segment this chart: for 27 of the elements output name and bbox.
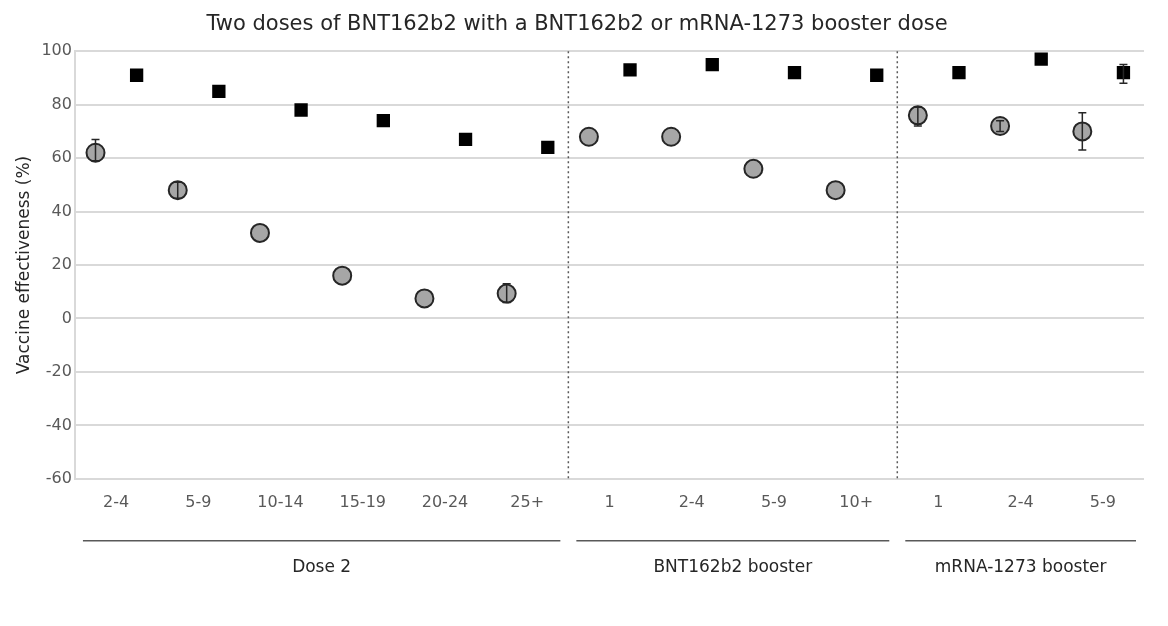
x-tick-label: 25+ xyxy=(510,491,545,511)
y-tick-label: 0 xyxy=(61,307,72,327)
chart-title: Two doses of BNT162b2 with a BNT162b2 or mRNA-1273 booster dose xyxy=(205,11,948,36)
x-tick-label: 2-4 xyxy=(678,491,705,511)
y-tick-label: -40 xyxy=(45,414,72,434)
text: mRNA-1273 booster xyxy=(934,555,1107,576)
y-tick-label: -20 xyxy=(45,361,72,381)
text: BNT162b2 booster xyxy=(653,555,813,576)
y-axis-title: Vaccine effectiveness (%) xyxy=(12,155,33,375)
y-tick-label: -60 xyxy=(45,467,72,487)
y-tick-label: 100 xyxy=(41,40,72,60)
y-tick-label: 60 xyxy=(51,147,72,167)
y-tick-label: 80 xyxy=(51,93,72,113)
x-tick-label: 15-19 xyxy=(339,491,387,511)
y-tick-label: 40 xyxy=(51,200,72,220)
x-tick-label: 10+ xyxy=(839,491,874,511)
x-tick-label: 1 xyxy=(933,491,944,511)
x-tick-label: 1 xyxy=(604,491,615,511)
x-tick-label: 5-9 xyxy=(185,491,212,511)
x-tick-label: 10-14 xyxy=(257,491,304,511)
x-tick-label: 2-4 xyxy=(1007,491,1034,511)
x-tick-label: 5-9 xyxy=(1089,491,1116,511)
x-tick-label: 5-9 xyxy=(760,491,788,511)
x-tick-label: 2-4 xyxy=(102,491,130,511)
x-tick-label: 20-24 xyxy=(421,491,469,511)
y-tick-label: 20 xyxy=(51,254,72,274)
text: Dose 2 xyxy=(292,555,352,576)
